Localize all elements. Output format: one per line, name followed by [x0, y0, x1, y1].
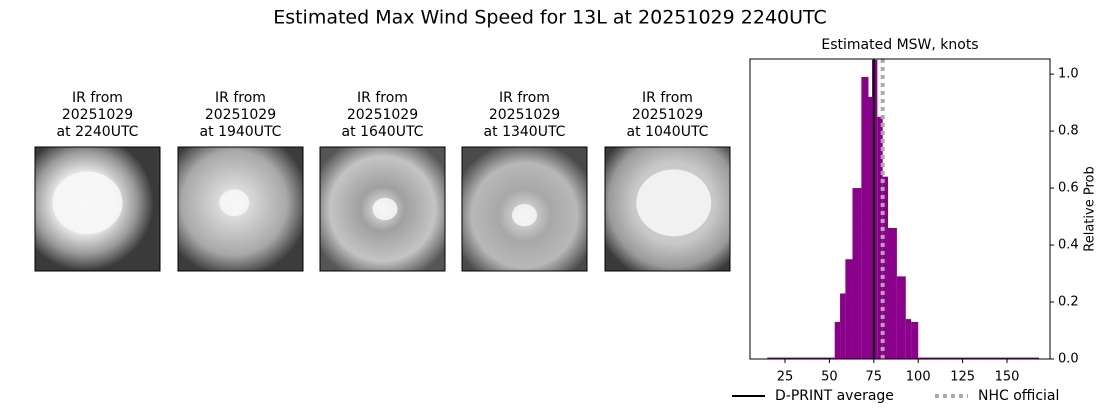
panel-label: at 1040UTC	[627, 124, 709, 140]
panel-frame	[461, 146, 588, 272]
panel-frame	[34, 146, 161, 272]
panel-frame	[604, 146, 731, 272]
histogram: Estimated MSW, knots 25 50 75 100 125 150 0.0 0.…	[732, 37, 1098, 404]
cloud-core	[219, 189, 250, 217]
x-tick-label: 50	[821, 370, 838, 385]
x-tick-label: 100	[906, 370, 931, 385]
y-tick-label: 0.2	[1058, 295, 1079, 310]
bar	[911, 321, 919, 359]
panel-frame	[319, 146, 446, 272]
panel-label: IR from	[642, 90, 693, 106]
x-tick-label: 75	[866, 370, 883, 385]
cloud-core	[512, 204, 537, 227]
panel-label: IR from	[72, 90, 123, 106]
y-tick-label: 0.0	[1058, 352, 1079, 367]
x-tick-label: 25	[777, 370, 794, 385]
y-tick-label: 0.8	[1058, 124, 1079, 139]
panel-label: 20251029	[632, 107, 703, 123]
cloud-core	[372, 197, 398, 221]
panel-label: at 1640UTC	[342, 124, 424, 140]
plot-frame	[749, 58, 1051, 360]
legend-label: D-PRINT average	[775, 388, 894, 404]
legend-label: NHC official	[978, 388, 1059, 404]
panel-label: 20251029	[205, 107, 276, 123]
bar	[834, 321, 841, 359]
bar	[852, 188, 862, 359]
panel-label: at 1940UTC	[200, 124, 282, 140]
bar	[767, 357, 835, 359]
bar	[868, 96, 873, 360]
bar	[918, 357, 1039, 359]
x-tick-label: 125	[950, 370, 975, 385]
panel-label: 20251029	[489, 107, 560, 123]
panel-label: IR from	[499, 90, 550, 106]
x-tick-label: 150	[995, 370, 1020, 385]
bar	[840, 293, 846, 359]
y-tick-label: 0.6	[1058, 181, 1079, 196]
panel-frame	[177, 146, 304, 272]
y-axis-label: Relative Prob	[1083, 166, 1098, 251]
bar	[861, 76, 869, 359]
panel-label: IR from	[215, 90, 266, 106]
bar	[905, 319, 912, 359]
y-tick-label: 0.4	[1058, 238, 1079, 253]
bar	[896, 276, 906, 359]
bar	[877, 116, 883, 360]
panel-label: at 1340UTC	[484, 124, 566, 140]
panel-label: 20251029	[62, 107, 133, 123]
panel-label: 20251029	[347, 107, 418, 123]
y-tick-label: 1.0	[1058, 67, 1079, 82]
cloud-core	[52, 171, 123, 235]
bar	[882, 176, 889, 359]
panel-label: IR from	[357, 90, 408, 106]
cloud-core	[636, 169, 712, 237]
bar	[888, 227, 897, 359]
axes-title: Estimated MSW, knots	[821, 37, 978, 53]
bar	[845, 259, 853, 359]
panel-label: at 2240UTC	[57, 124, 139, 140]
figure-title: Estimated Max Wind Speed for 13L at 2025…	[273, 7, 827, 29]
